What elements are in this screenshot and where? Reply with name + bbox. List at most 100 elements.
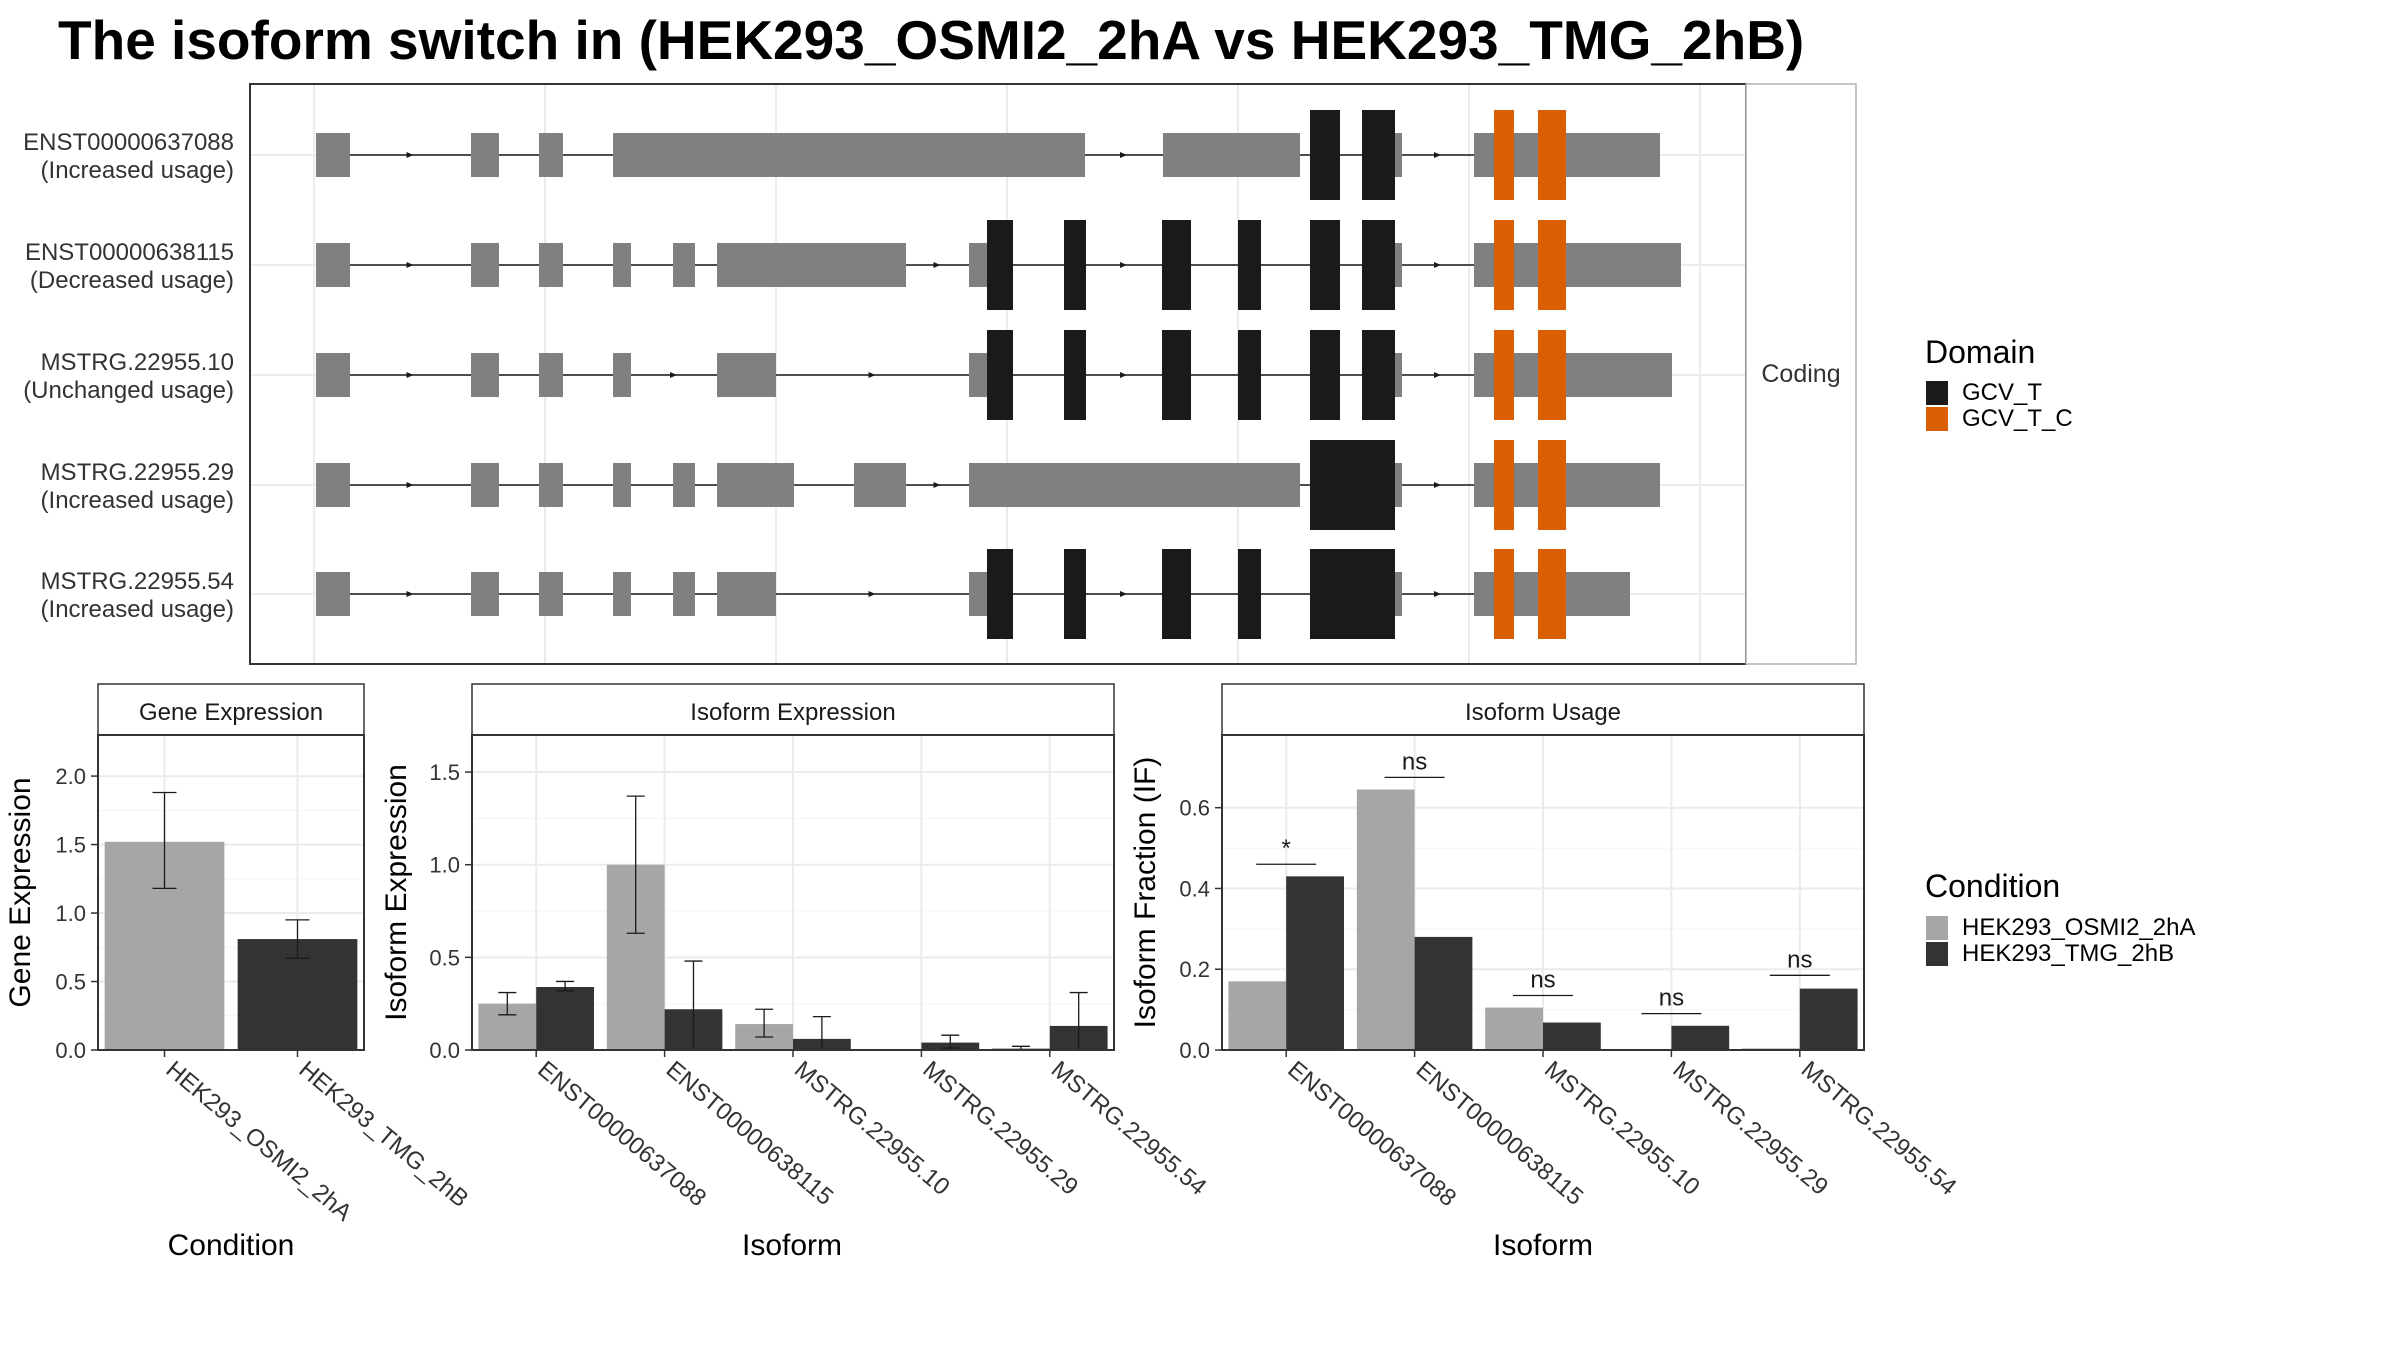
- domain-gcv-t-c-exon: [1494, 110, 1514, 200]
- noncoding-exon: [717, 463, 794, 507]
- noncoding-exon: [1474, 133, 1494, 177]
- noncoding-exon: [673, 463, 695, 507]
- noncoding-exon: [1474, 353, 1494, 397]
- domain-gcv-t-exon: [1064, 549, 1086, 639]
- y-tick-label: 0.2: [1179, 957, 1210, 982]
- y-tick-label: 0.5: [429, 945, 460, 970]
- noncoding-exon: [969, 572, 987, 616]
- coding-strip-label: Coding: [1761, 360, 1840, 388]
- facet-strip-label: Gene Expression: [139, 699, 323, 726]
- domain-gcv-t-exon: [1162, 549, 1191, 639]
- domain-gcv-t-exon: [987, 549, 1013, 639]
- facet-strip: [97, 683, 365, 736]
- bar: [1356, 789, 1415, 1050]
- bar: [1485, 1007, 1543, 1050]
- facet-strip: [1221, 683, 1865, 736]
- transcript-label-status: (Increased usage): [41, 487, 234, 514]
- domain-gcv-t-exon: [1238, 330, 1261, 420]
- intron-direction-arrow: [933, 482, 941, 488]
- condition-legend-key: [1926, 916, 1948, 940]
- noncoding-exon: [1514, 133, 1538, 177]
- noncoding-exon: [471, 133, 499, 177]
- domain-gcv-t-c-exon: [1538, 440, 1566, 530]
- domain-gcv-t-exon: [1238, 220, 1261, 310]
- noncoding-exon: [1395, 243, 1402, 287]
- bar: [1671, 1025, 1730, 1050]
- noncoding-exon: [1474, 463, 1494, 507]
- noncoding-exon: [969, 353, 987, 397]
- domain-legend-label: GCV_T: [1962, 379, 2042, 406]
- noncoding-exon: [1395, 133, 1402, 177]
- y-axis-title: Gene Expression: [4, 777, 37, 1007]
- transcript-label-id: ENST00000638115: [25, 239, 234, 266]
- significance-label: ns: [1530, 966, 1555, 993]
- noncoding-exon: [1566, 353, 1672, 397]
- bar: [1543, 1022, 1601, 1050]
- bar: [536, 987, 594, 1050]
- y-tick-label: 2.0: [55, 764, 86, 789]
- noncoding-exon: [673, 572, 695, 616]
- noncoding-exon: [316, 133, 350, 177]
- domain-gcv-t-c-exon: [1538, 110, 1566, 200]
- intron-direction-arrow: [868, 591, 876, 597]
- noncoding-exon: [1514, 353, 1538, 397]
- noncoding-exon: [1514, 463, 1538, 507]
- y-tick-label: 0.5: [55, 970, 86, 995]
- noncoding-exon: [854, 463, 906, 507]
- intron-direction-arrow: [406, 591, 414, 597]
- y-tick-label: 0.0: [429, 1038, 460, 1063]
- noncoding-exon: [1163, 133, 1300, 177]
- intron-direction-arrow: [406, 152, 414, 158]
- y-tick-label: 1.0: [429, 853, 460, 878]
- domain-gcv-t-c-exon: [1538, 220, 1566, 310]
- y-tick-label: 1.0: [55, 901, 86, 926]
- intron-direction-arrow: [933, 262, 941, 268]
- domain-gcv-t-exon: [987, 220, 1013, 310]
- x-axis-title: Condition: [168, 1229, 295, 1262]
- significance-label: ns: [1659, 985, 1684, 1012]
- domain-gcv-t-exon: [1162, 220, 1191, 310]
- domain-legend-label: GCV_T_C: [1962, 405, 2073, 432]
- domain-gcv-t-c-exon: [1538, 549, 1566, 639]
- noncoding-exon: [1395, 353, 1402, 397]
- x-axis-title: Isoform: [742, 1229, 842, 1262]
- intron-direction-arrow: [1120, 591, 1127, 597]
- noncoding-exon: [1566, 463, 1660, 507]
- domain-gcv-t-exon: [1362, 330, 1395, 420]
- noncoding-exon: [717, 572, 776, 616]
- noncoding-exon: [1514, 243, 1538, 287]
- condition-legend-label: HEK293_TMG_2hB: [1962, 940, 2174, 967]
- x-axis-title: Isoform: [1493, 1229, 1593, 1262]
- domain-legend-key: [1926, 407, 1948, 431]
- noncoding-exon: [1395, 572, 1402, 616]
- noncoding-exon: [316, 243, 350, 287]
- facet-strip-label: Isoform Usage: [1465, 699, 1621, 726]
- domain-gcv-t-exon: [1238, 549, 1261, 639]
- intron-direction-arrow: [1120, 152, 1127, 158]
- domain-gcv-t-c-exon: [1494, 440, 1514, 530]
- y-tick-label: 0.6: [1179, 796, 1210, 821]
- noncoding-exon: [539, 463, 563, 507]
- intron-direction-arrow: [1120, 372, 1127, 378]
- noncoding-exon: [613, 243, 631, 287]
- y-tick-label: 1.5: [55, 833, 86, 858]
- plot-panel-border: [97, 734, 365, 1051]
- intron-direction-arrow: [406, 482, 414, 488]
- transcript-label-id: MSTRG.22955.29: [41, 459, 234, 486]
- noncoding-exon: [539, 243, 563, 287]
- y-tick-label: 0.0: [1179, 1038, 1210, 1063]
- noncoding-exon: [471, 572, 499, 616]
- domain-gcv-t-c-exon: [1538, 330, 1566, 420]
- noncoding-exon: [969, 463, 1300, 507]
- noncoding-exon: [316, 572, 350, 616]
- domain-gcv-t-exon: [1310, 549, 1395, 639]
- transcript-label-status: (Unchanged usage): [23, 377, 234, 404]
- transcript-label-status: (Increased usage): [41, 596, 234, 623]
- domain-gcv-t-exon: [1362, 220, 1395, 310]
- domain-gcv-t-exon: [1310, 330, 1340, 420]
- domain-gcv-t-exon: [987, 330, 1013, 420]
- transcript-label-status: (Decreased usage): [30, 267, 234, 294]
- significance-label: *: [1282, 835, 1291, 862]
- noncoding-exon: [1566, 243, 1681, 287]
